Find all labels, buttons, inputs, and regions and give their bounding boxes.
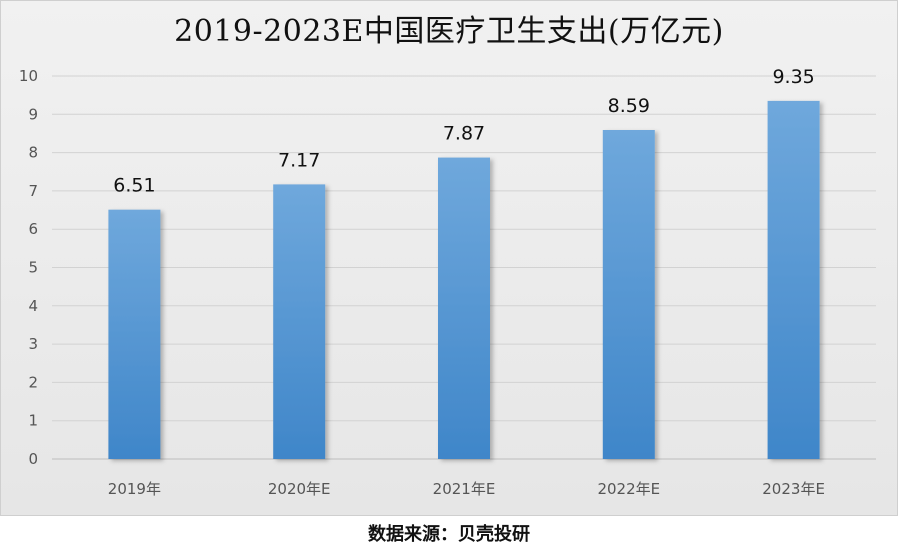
data-source-note: 数据来源：贝壳投研 <box>368 524 530 545</box>
y-tick-label: 3 <box>28 335 38 353</box>
bar-chart: 0 1 2 3 4 5 6 7 8 9 10 6.51 7.17 7.87 8.59 9.35 2019年 2… <box>19 66 876 498</box>
y-tick-label: 10 <box>19 67 38 85</box>
y-tick-label: 8 <box>28 144 38 162</box>
y-tick-label: 9 <box>28 105 38 123</box>
x-category-label: 2020年E <box>268 480 331 498</box>
x-category-label: 2022年E <box>597 480 660 498</box>
bar <box>767 100 820 460</box>
y-tick-label: 4 <box>28 297 38 315</box>
bar-value-label: 9.35 <box>772 66 814 88</box>
y-tick-label: 1 <box>28 412 38 430</box>
bar <box>273 184 326 459</box>
bar-value-label: 7.87 <box>443 123 485 145</box>
y-tick-label: 7 <box>28 182 38 200</box>
y-tick-label: 5 <box>28 259 38 277</box>
x-category-label: 2023年E <box>762 480 825 498</box>
bar <box>602 130 655 460</box>
bar-value-label: 8.59 <box>608 95 650 117</box>
y-tick-label: 2 <box>28 373 38 391</box>
bar-value-label: 7.17 <box>278 149 320 171</box>
x-category-label: 2021年E <box>433 480 496 498</box>
x-category-label: 2019年 <box>108 480 161 498</box>
chart-title: 2019-2023E中国医疗卫生支出(万亿元) <box>174 14 724 49</box>
y-tick-label: 0 <box>28 450 38 468</box>
bar-value-label: 6.51 <box>113 175 155 197</box>
bar <box>438 157 490 460</box>
y-tick-label: 6 <box>28 220 38 238</box>
bar <box>108 209 161 459</box>
